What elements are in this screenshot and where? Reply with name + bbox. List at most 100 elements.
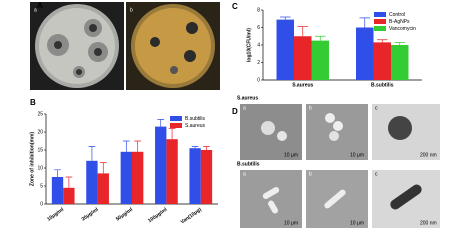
cell bbox=[325, 113, 335, 123]
bar bbox=[63, 187, 75, 204]
scale-bar-label: 10 μm bbox=[284, 220, 298, 226]
scale-bar-label: 10 μm bbox=[350, 220, 364, 226]
bar bbox=[166, 139, 178, 204]
legend-swatch bbox=[170, 116, 182, 121]
micrograph-letter: c bbox=[375, 171, 378, 177]
x-tick-label: S.aureus bbox=[292, 82, 313, 88]
legend-label: B.subtilis bbox=[185, 116, 206, 122]
scale-bar-label: 10 μm bbox=[284, 152, 298, 158]
bar bbox=[97, 173, 109, 204]
scale-bar-label: 200 nm bbox=[420, 152, 437, 158]
bar bbox=[356, 27, 374, 80]
cell bbox=[277, 131, 287, 141]
legend-label: B-AgNPs bbox=[389, 19, 410, 25]
well bbox=[150, 37, 160, 47]
cell bbox=[329, 131, 339, 141]
page: a b a b c a b c 10 μm 10 μm 200 nm 10 μm… bbox=[29, 1, 440, 228]
photo-panel: a b bbox=[30, 2, 220, 90]
scale-bar-label: 10 μm bbox=[350, 152, 364, 158]
legend-swatch bbox=[170, 123, 182, 128]
x-tick-label: B.subtilis bbox=[371, 82, 394, 88]
bar bbox=[189, 148, 201, 204]
error-bar bbox=[157, 119, 165, 127]
legend-label: S.aureus bbox=[185, 123, 206, 129]
micrograph bbox=[240, 170, 302, 228]
error-bar bbox=[280, 16, 291, 20]
micrograph-letter: a bbox=[243, 171, 246, 177]
bar bbox=[51, 177, 64, 204]
well bbox=[170, 66, 178, 74]
row-label: B.subtilis bbox=[237, 161, 260, 167]
bar bbox=[311, 40, 329, 80]
photo-letter: a bbox=[34, 7, 37, 13]
micrograph-letter: c bbox=[375, 105, 378, 111]
error-bar bbox=[377, 39, 388, 43]
legend-swatch bbox=[374, 19, 386, 24]
error-bar bbox=[54, 169, 61, 177]
error-bar bbox=[88, 146, 96, 161]
figure: a b a b c a b c 10 μm 10 μm 200 nm 10 μm… bbox=[29, 1, 440, 228]
x-tick-label: 10μg/ml bbox=[46, 206, 65, 222]
micrograph-letter: b bbox=[309, 171, 312, 177]
panel-label: B bbox=[30, 98, 36, 107]
y-tick-label: 20 bbox=[37, 129, 43, 135]
error-bar bbox=[297, 26, 308, 37]
x-tick-label: 100μg/ml bbox=[147, 206, 169, 224]
well bbox=[54, 41, 62, 49]
bar bbox=[155, 126, 167, 204]
error-bar bbox=[314, 35, 326, 41]
y-tick-label: 15 bbox=[37, 147, 43, 153]
cell bbox=[388, 116, 412, 140]
y-axis-label: Zone of inhibition(mm) bbox=[29, 132, 35, 186]
y-tick-label: 2 bbox=[257, 60, 260, 66]
error-bar bbox=[359, 17, 371, 28]
bar bbox=[390, 45, 409, 80]
bar bbox=[373, 42, 391, 80]
y-tick-label: 10 bbox=[37, 165, 43, 171]
error-bar bbox=[65, 176, 73, 188]
error-bar bbox=[99, 162, 107, 174]
photo-letter: b bbox=[130, 7, 133, 13]
well bbox=[186, 22, 198, 34]
legend-swatch bbox=[374, 12, 386, 17]
y-tick-label: 0 bbox=[257, 77, 260, 83]
scale-bar-label: 200 nm bbox=[420, 220, 437, 226]
panel-label: D bbox=[232, 107, 238, 116]
row-label: S.aureus bbox=[237, 95, 258, 101]
y-tick-label: 5 bbox=[40, 183, 43, 189]
micrograph-panel: a b c a b c 10 μm 10 μm 200 nm 10 μm 10 … bbox=[237, 95, 440, 228]
cell bbox=[262, 187, 280, 199]
bar bbox=[120, 151, 132, 204]
well bbox=[76, 69, 82, 75]
micrograph-letter: b bbox=[309, 105, 312, 111]
error-bar bbox=[191, 146, 199, 149]
y-tick-label: 25 bbox=[37, 111, 43, 117]
legend-label: Vancomycin bbox=[389, 26, 416, 32]
error-bar bbox=[134, 140, 142, 152]
well bbox=[94, 48, 102, 56]
x-tick-label: 20μg/ml bbox=[81, 206, 100, 222]
legend-label: Control bbox=[389, 12, 405, 18]
cell bbox=[333, 121, 343, 131]
well bbox=[184, 50, 196, 62]
cell bbox=[261, 121, 275, 135]
micrograph-letter: a bbox=[243, 105, 246, 111]
panel-label: A bbox=[37, 1, 43, 10]
bar bbox=[276, 19, 295, 80]
bar bbox=[200, 150, 213, 204]
error-bar bbox=[203, 146, 210, 150]
y-tick-label: 8 bbox=[257, 7, 260, 13]
legend-swatch bbox=[374, 26, 386, 31]
x-tick-label: 50μg/ml bbox=[115, 206, 134, 222]
well bbox=[89, 24, 97, 32]
x-tick-label: Van(10μg) bbox=[180, 207, 203, 226]
cell bbox=[268, 200, 278, 214]
bar bbox=[294, 36, 312, 80]
error-bar bbox=[168, 128, 176, 140]
bar bbox=[86, 160, 98, 204]
y-axis-label: log10(CFU/ml) bbox=[246, 28, 252, 62]
y-tick-label: 6 bbox=[257, 25, 260, 31]
cell bbox=[390, 184, 422, 210]
bar bbox=[132, 151, 144, 204]
cell bbox=[324, 189, 346, 209]
